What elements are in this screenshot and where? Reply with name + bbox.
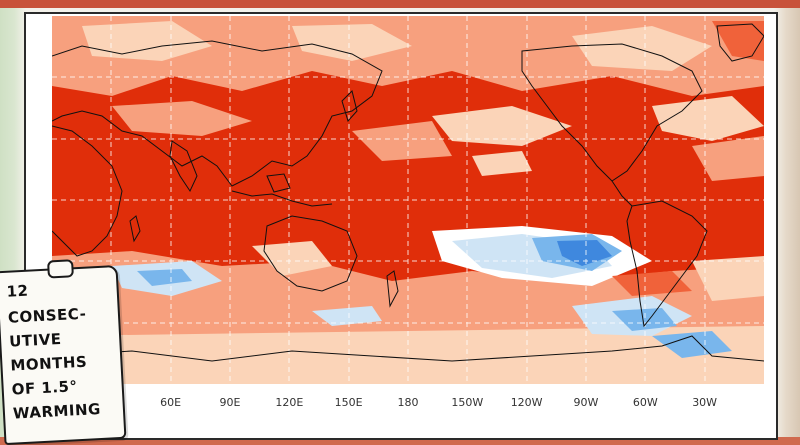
note-line: OF 1.5° [11,377,78,399]
x-tick-label: 60E [160,396,182,409]
anomaly-region-canada-light [572,26,712,71]
anomaly-region-siberia-light [292,24,412,61]
coastline-central-america [611,180,633,207]
coastline-antarctica [52,335,764,362]
coastline-south-america [626,200,708,328]
note-line: WARMING [12,400,102,423]
anomaly-region-eurasia-mild [112,101,252,136]
coastline-greenland [716,23,764,62]
coastline-madagascar [129,215,141,243]
x-tick-label: 120W [510,396,543,409]
x-tick-label: 90W [573,396,599,409]
temperature-anomaly-map [52,16,764,384]
note-line: MONTHS [10,352,88,375]
anomaly-region-ross-cool [312,306,382,326]
coastline-india [169,140,198,193]
x-tick-label: 150E [334,396,363,409]
note-clip [47,259,74,279]
coastline-australia [263,215,358,292]
coastline-japan [341,90,358,122]
coastlines [52,23,764,362]
x-tick-label: 90E [219,396,241,409]
coastline-new-zealand [386,270,399,308]
anomaly-region-npac-mild [352,121,452,161]
coastline-north-america [521,43,703,182]
anomaly-region-natl-mild [692,136,764,181]
top-border [0,0,800,8]
grid-lines [52,16,764,384]
anomaly-region-arctic-light [82,21,212,61]
annotation-note: 12 CONSEC- UTIVE MONTHS OF 1.5° WARMING [0,259,127,445]
bottom-border [0,437,800,445]
anomaly-region-weddell-cool [652,331,732,358]
x-tick-label: 150W [451,396,484,409]
note-line: CONSEC- [7,304,87,327]
coastline-borneo [266,173,291,193]
anomaly-region-drake-cool2 [612,308,677,331]
anomaly-region-south-indian-cool2 [137,269,192,286]
x-tick-label: 60W [632,396,658,409]
anomaly-region-npac-speck [472,151,532,176]
coastline-africa [52,125,123,257]
coastline-indonesia [231,190,333,207]
anomaly-region-greenland [712,21,764,61]
anomaly-region-natl-light [652,96,764,141]
anomaly-region-south-atl-light [692,256,764,301]
x-tick-label: 120E [275,396,304,409]
x-tick-label: 180 [397,396,419,409]
x-axis-ticks: 30E60E90E120E150E180150W120W90W60W30W [52,396,764,416]
x-tick-label: 30W [692,396,718,409]
note-line: UTIVE [8,329,62,351]
anomaly-region-south-pac-strong-cool [557,240,612,266]
note-line: 12 [6,281,29,301]
coastline-eurasia [52,40,383,187]
anomaly-region-tasman-light [252,241,332,276]
